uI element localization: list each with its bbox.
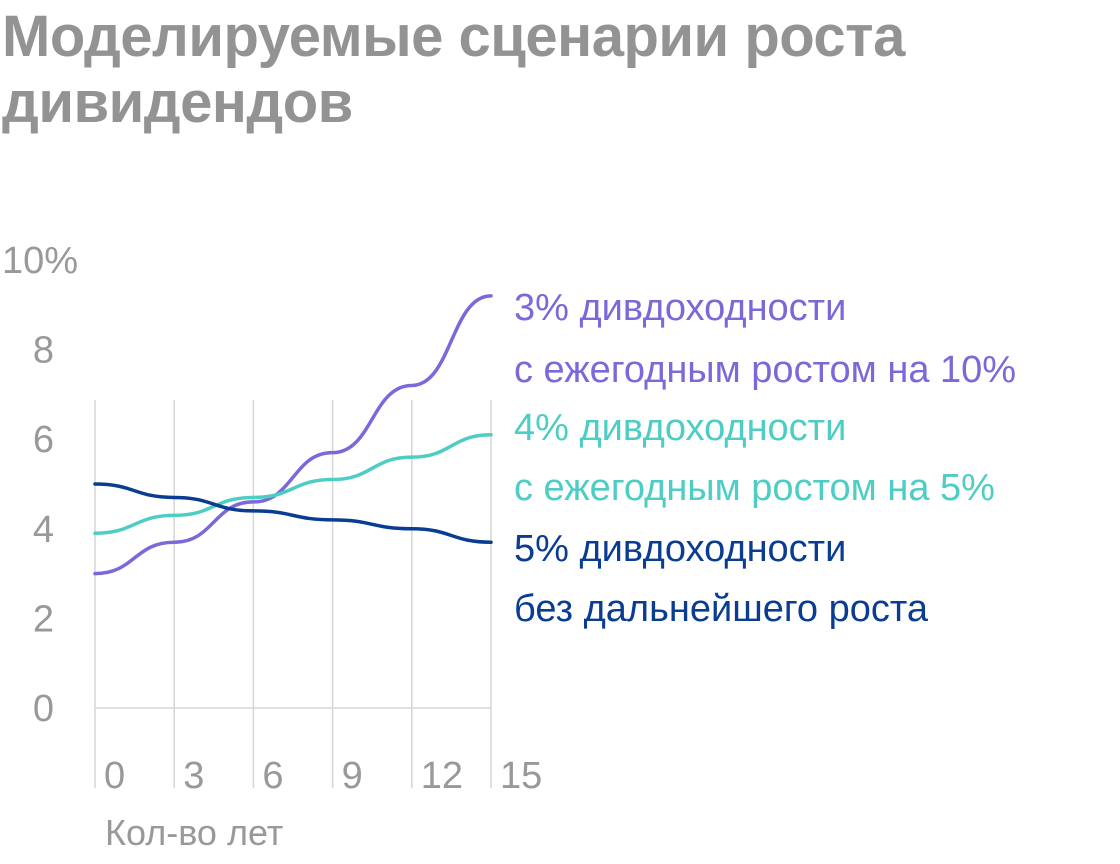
chart-title: Моделируемые сценарии роста дивидендов xyxy=(2,4,905,135)
x-axis-label: Кол-во лет xyxy=(105,812,283,853)
y-tick-label: 4 xyxy=(33,509,54,551)
y-tick-label: 0 xyxy=(33,688,54,730)
y-tick-label: 2 xyxy=(33,598,54,640)
series-lines xyxy=(93,294,493,576)
legend: 3% дивдоходности с ежегодным ростом на 10… xyxy=(514,287,1016,630)
legend-entry-1-line-1: с ежегодным ростом на 5% xyxy=(514,467,995,509)
x-tick-label: 6 xyxy=(262,755,283,797)
grid-lines xyxy=(94,400,492,788)
y-tick-label: 10% xyxy=(2,240,78,282)
x-tick-label: 9 xyxy=(342,755,363,797)
series-line-0 xyxy=(93,294,493,576)
series-line-1 xyxy=(93,432,493,536)
x-tick-label: 12 xyxy=(421,755,463,797)
legend-entry-0-line-1: с ежегодным ростом на 10% xyxy=(514,349,1016,391)
x-tick-label: 3 xyxy=(183,755,204,797)
series-line-2 xyxy=(93,482,493,544)
y-axis-ticks: 0 2 4 6 8 10% xyxy=(2,240,78,730)
x-axis-ticks: 0 3 6 9 12 15 xyxy=(104,755,542,797)
y-tick-label: 6 xyxy=(33,419,54,461)
y-tick-label: 8 xyxy=(33,330,54,372)
x-tick-label: 15 xyxy=(500,755,542,797)
legend-entry-2-line-1: без дальнейшего роста xyxy=(514,588,929,630)
legend-entry-0-line-0: 3% дивдоходности xyxy=(514,287,846,329)
legend-entry-1-line-0: 4% дивдоходности xyxy=(514,407,846,449)
legend-entry-2-line-0: 5% дивдоходности xyxy=(514,528,846,570)
x-tick-label: 0 xyxy=(104,755,125,797)
